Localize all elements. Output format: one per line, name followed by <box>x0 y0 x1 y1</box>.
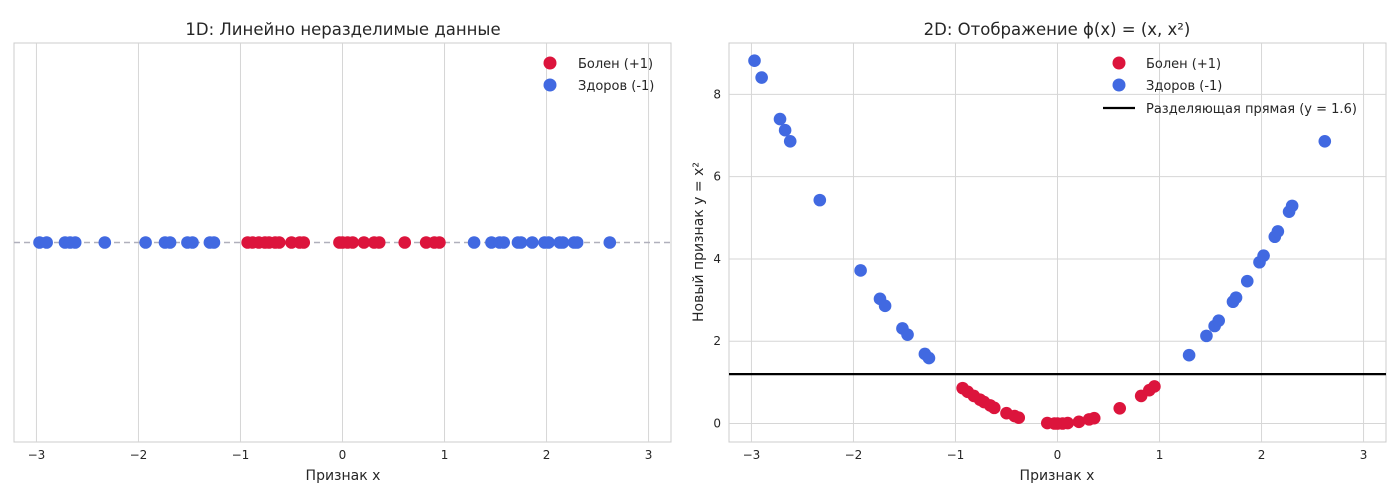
right-point-healthy <box>1257 249 1270 262</box>
right-point-sick <box>1148 380 1161 393</box>
right-point-healthy <box>854 264 867 277</box>
left-x-label: Признак x <box>306 468 381 484</box>
left-point-sick <box>357 236 371 249</box>
right-point-healthy <box>1212 314 1225 327</box>
right-x-tick-label: 1 <box>1156 448 1164 462</box>
right-title: 2D: Отображение ϕ(x) = (x, x²) <box>924 20 1191 39</box>
right-x-tick-label: −1 <box>947 448 965 462</box>
left-point-healthy <box>570 236 584 249</box>
right-x-tick-label: 2 <box>1258 448 1266 462</box>
right-point-sick <box>1061 416 1075 430</box>
right-legend-marker-sick <box>1112 56 1126 70</box>
left-point-sick <box>272 236 286 249</box>
right-x-tick-label: −2 <box>845 448 863 462</box>
left-x-ticks: −3 −2 −1 0 1 2 3 <box>28 448 653 462</box>
right-point-healthy <box>748 54 761 67</box>
left-x-tick-label: 0 <box>339 448 347 462</box>
left-points <box>33 236 617 249</box>
right-y-tick-label: 0 <box>713 416 721 430</box>
left-x-tick-label: −2 <box>130 448 148 462</box>
left-point-sick <box>297 236 311 249</box>
left-legend-marker-healthy <box>543 78 557 92</box>
right-point-healthy <box>1182 348 1196 362</box>
left-x-tick-label: 1 <box>441 448 449 462</box>
right-y-tick-label: 8 <box>713 87 721 101</box>
left-point-sick <box>372 236 386 249</box>
left-x-tick-label: 2 <box>543 448 551 462</box>
right-panel: −3 −2 −1 0 1 2 3 0 2 4 6 8 2D: Отображение ϕ(x) = … <box>691 20 1387 484</box>
right-x-label: Признак x <box>1020 468 1095 484</box>
left-legend-label-healthy: Здоров (-1) <box>578 79 654 94</box>
right-x-ticks: −3 −2 −1 0 1 2 3 <box>743 448 1368 462</box>
left-title: 1D: Линейно неразделимые данные <box>185 20 500 39</box>
right-point-healthy <box>778 123 792 137</box>
left-point-healthy <box>207 236 221 249</box>
right-legend-label-line: Разделяющая прямая (y = 1.6) <box>1146 102 1357 117</box>
left-point-healthy <box>542 236 555 249</box>
right-point-healthy <box>922 351 936 365</box>
left-point-healthy <box>139 236 152 249</box>
right-point-healthy <box>1285 199 1299 213</box>
right-point-healthy <box>755 71 768 84</box>
right-points <box>748 54 1332 430</box>
left-point-sick <box>433 236 446 249</box>
right-point-sick <box>987 401 1001 415</box>
left-point-healthy <box>186 236 199 249</box>
left-x-tick-label: 3 <box>645 448 653 462</box>
right-point-healthy <box>1200 329 1213 343</box>
right-x-tick-label: 0 <box>1054 448 1062 462</box>
right-point-healthy <box>901 328 914 341</box>
right-point-sick <box>1113 401 1127 415</box>
right-y-tick-label: 6 <box>713 170 721 184</box>
left-x-tick-label: −3 <box>28 448 46 462</box>
right-y-ticks: 0 2 4 6 8 <box>713 87 721 430</box>
left-point-healthy <box>525 236 539 249</box>
right-point-healthy <box>813 193 827 207</box>
right-point-healthy <box>783 135 797 148</box>
right-point-healthy <box>1229 291 1243 304</box>
right-x-tick-label: 3 <box>1360 448 1368 462</box>
left-point-healthy <box>68 236 82 249</box>
right-point-sick <box>1012 411 1026 425</box>
left-point-healthy <box>497 236 510 249</box>
left-legend-marker-sick <box>543 56 557 70</box>
left-point-healthy <box>98 236 112 249</box>
right-point-sick <box>1072 415 1086 429</box>
left-point-healthy <box>603 236 617 249</box>
left-x-tick-label: −1 <box>232 448 250 462</box>
right-legend-label-healthy: Здоров (-1) <box>1146 79 1222 94</box>
right-point-healthy <box>1271 225 1285 238</box>
left-legend: Болен (+1) Здоров (-1) <box>543 56 654 94</box>
left-point-healthy <box>514 236 528 249</box>
left-panel: −3 −2 −1 0 1 2 3 1D: Линейно неразделимые данн… <box>13 20 672 484</box>
right-point-healthy <box>1240 274 1254 288</box>
left-point-healthy <box>467 236 481 249</box>
right-grid <box>729 43 1386 442</box>
left-legend-label-sick: Болен (+1) <box>578 57 653 72</box>
right-legend-marker-healthy <box>1112 78 1126 92</box>
left-point-sick <box>346 236 360 249</box>
right-point-sick <box>1087 411 1101 425</box>
right-y-tick-label: 4 <box>713 252 721 266</box>
right-y-label: Новый признак y = x² <box>691 162 707 322</box>
right-legend-label-sick: Болен (+1) <box>1146 57 1221 72</box>
left-point-sick <box>398 236 412 249</box>
right-point-healthy <box>1318 135 1332 148</box>
right-legend: Болен (+1) Здоров (-1) Разделяющая пряма… <box>1103 56 1357 117</box>
right-y-tick-label: 2 <box>713 334 721 348</box>
right-point-healthy <box>878 299 892 313</box>
right-x-tick-label: −3 <box>743 448 761 462</box>
left-point-healthy <box>40 236 53 249</box>
right-point-healthy <box>773 112 787 126</box>
left-point-healthy <box>163 236 177 249</box>
left-point-healthy <box>556 236 570 249</box>
